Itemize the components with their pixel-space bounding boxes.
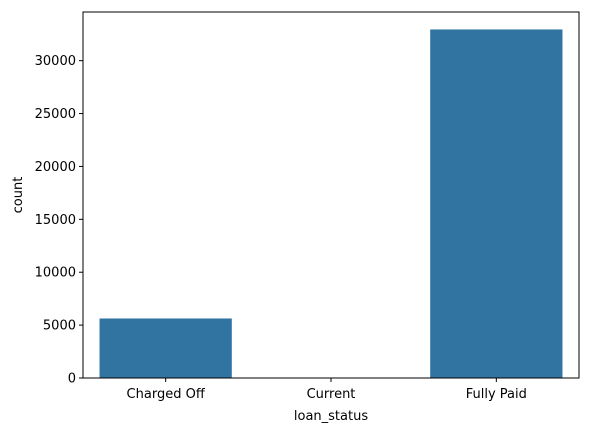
x-tick-label: Charged Off	[127, 387, 206, 402]
x-tick-label: Fully Paid	[466, 387, 527, 402]
bar-charged-off	[99, 318, 232, 378]
y-tick-label: 5000	[43, 319, 76, 334]
x-axis-title: loan_status	[294, 409, 368, 424]
x-axis-ticks: Charged Off Current Fully Paid	[127, 378, 527, 402]
y-tick-label: 25000	[35, 107, 76, 122]
x-tick-label: Current	[307, 387, 356, 402]
y-tick-label: 15000	[35, 213, 76, 228]
bar-group	[99, 29, 563, 378]
y-tick-label: 10000	[35, 266, 76, 281]
y-tick-label: 30000	[35, 54, 76, 69]
y-axis-ticks: 0 5000 10000 15000 20000 25000 30000	[35, 54, 83, 387]
bar-fully-paid	[430, 29, 563, 378]
y-tick-label: 0	[68, 372, 76, 387]
plot-frame	[82, 11, 580, 379]
y-tick-label: 20000	[35, 160, 76, 175]
y-axis-title: count	[11, 177, 26, 214]
